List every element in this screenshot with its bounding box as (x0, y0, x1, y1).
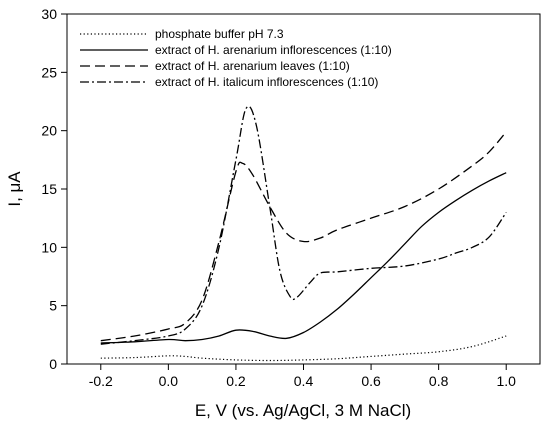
x-tick-label: 0.0 (159, 373, 179, 389)
legend-label: extract of H. arenarium inflorescences (… (155, 43, 392, 57)
series-line-4 (100, 105, 507, 345)
x-tick-label: 0.8 (429, 373, 449, 389)
x-tick-label: -0.2 (89, 373, 113, 389)
y-tick-label: 25 (41, 64, 57, 80)
x-tick-label: 0.6 (361, 373, 381, 389)
y-tick-label: 10 (41, 239, 57, 255)
series-line-3 (100, 131, 507, 342)
y-axis-ticks: 0 5 10 15 20 25 30 (41, 6, 67, 372)
x-tick-label: 1.0 (496, 373, 516, 389)
legend: phosphate buffer pH 7.3 extract of H. are… (80, 27, 392, 89)
y-tick-label: 20 (41, 123, 57, 139)
series-layer (100, 105, 507, 362)
y-tick-label: 30 (41, 6, 57, 22)
y-tick-label: 15 (41, 181, 57, 197)
x-tick-label: 0.4 (294, 373, 314, 389)
legend-label: phosphate buffer pH 7.3 (155, 27, 284, 41)
legend-label: extract of H. arenarium leaves (1:10) (155, 59, 350, 73)
x-axis-label: E, V (vs. Ag/AgCl, 3 M NaCl) (195, 401, 411, 420)
y-tick-label: 0 (49, 356, 57, 372)
x-axis-ticks: -0.2 0.0 0.2 0.4 0.6 0.8 1.0 (89, 364, 516, 389)
legend-label: extract of H. italicum inflorescences (1… (155, 75, 378, 89)
y-axis-label: I, μA (5, 171, 24, 207)
series-line-2 (100, 172, 507, 344)
y-tick-label: 5 (49, 298, 57, 314)
x-tick-label: 0.2 (226, 373, 246, 389)
series-line-1 (100, 335, 507, 362)
